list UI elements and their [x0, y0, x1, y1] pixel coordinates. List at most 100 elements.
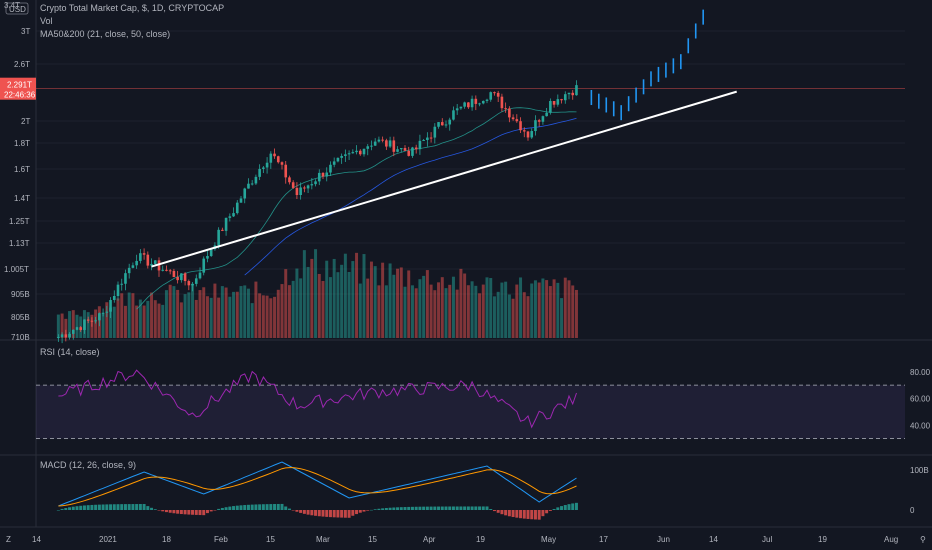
volume-bar [75, 314, 79, 338]
candle-body [545, 112, 548, 117]
macd-histogram-bar [466, 506, 470, 510]
volume-bar [239, 286, 243, 338]
volume-bar [187, 292, 191, 338]
volume-bar [123, 305, 127, 338]
macd-histogram-bar [414, 506, 418, 510]
ma-indicator-label[interactable]: MA50&200 (21, close, 50, close) [40, 29, 170, 39]
volume-bar [150, 292, 154, 338]
candle-body [470, 98, 474, 108]
candle-body [247, 183, 250, 189]
macd-histogram-bar [481, 506, 485, 510]
candle-body [191, 283, 194, 286]
volume-bar [369, 261, 373, 338]
candle-body [332, 161, 336, 165]
candle-body [265, 162, 269, 168]
candle-body [403, 148, 407, 151]
time-tick: Mar [316, 535, 330, 544]
volume-bar [142, 305, 146, 338]
candle-body [142, 253, 146, 255]
candle-body [284, 164, 288, 178]
volume-bar [310, 258, 314, 338]
volume-bar [515, 284, 519, 338]
volume-bar [548, 286, 552, 338]
macd-histogram-bar [71, 506, 75, 510]
macd-histogram-bar [86, 505, 90, 510]
volume-bar [60, 313, 64, 338]
volume-bar [418, 279, 422, 338]
macd-histogram-bar [425, 506, 429, 510]
symbol-title[interactable]: Crypto Total Market Cap, $, 1D, CRYPTOCA… [40, 3, 224, 13]
macd-histogram-bar [261, 504, 265, 510]
volume-bar [545, 280, 549, 338]
macd-histogram-bar [265, 504, 269, 510]
volume-bar [94, 309, 98, 338]
volume-bar [347, 271, 351, 338]
macd-histogram-bar [269, 504, 273, 510]
candle-body [373, 141, 377, 146]
y-tick: 1.6T [14, 165, 30, 174]
volume-bar [194, 299, 198, 338]
macd-histogram-bar [109, 504, 113, 510]
macd-indicator-label[interactable]: MACD (12, 26, close, 9) [40, 460, 136, 470]
volume-bar [463, 273, 467, 338]
volume-bar [191, 283, 195, 338]
candle-body [344, 154, 347, 156]
volume-bar [243, 285, 247, 338]
rsi-tick: 60.00 [910, 395, 931, 404]
candle-body [306, 185, 310, 189]
time-tick: 19 [818, 535, 827, 544]
macd-histogram-bar [533, 510, 537, 520]
projected-bars [590, 9, 704, 121]
macd-histogram-bar [284, 506, 288, 510]
macd-histogram-bar [217, 508, 221, 510]
candle-body [519, 121, 522, 131]
volume-bar [116, 298, 120, 338]
macd-histogram-bar [56, 510, 60, 511]
macd-histogram-bar [310, 510, 314, 516]
candle-body [552, 100, 556, 105]
volume-bar [377, 285, 381, 338]
volume-indicator-label[interactable]: Vol [40, 16, 53, 26]
rsi-indicator-label[interactable]: RSI (14, close) [40, 347, 100, 357]
volume-bar [429, 284, 433, 338]
candle-body [534, 120, 537, 132]
volume-bar [437, 282, 441, 338]
volume-bar [153, 300, 157, 338]
time-tick: 19 [476, 535, 485, 544]
trend-line[interactable] [151, 90, 738, 268]
macd-histogram-bar [384, 508, 388, 510]
macd-histogram-bar [422, 506, 426, 510]
macd-histogram-bar [246, 504, 250, 510]
candle-body [575, 85, 578, 96]
timezone-icon[interactable]: Z [6, 535, 11, 544]
macd-histogram-bar [138, 504, 142, 510]
macd-histogram-bar [403, 507, 407, 510]
candle-body [180, 273, 183, 281]
macd-histogram-bar [571, 503, 575, 510]
macd-histogram-bar [470, 506, 474, 510]
macd-histogram-bar [399, 507, 403, 510]
macd-histogram-bar [325, 510, 329, 517]
time-axis-scroll-icon[interactable]: ⚲ [920, 535, 926, 544]
candle-body [224, 217, 228, 231]
volume-bar [161, 304, 165, 338]
volume-bar [440, 277, 444, 338]
macd-histogram-bar [418, 506, 422, 510]
macd-histogram-bar [343, 510, 347, 518]
candle-body [437, 122, 440, 127]
volume-bar [489, 278, 493, 338]
candle-body [515, 119, 519, 122]
y-tick: 1.005T [4, 265, 29, 274]
macd-histogram-bar [444, 506, 448, 510]
macd-histogram-bar [362, 510, 366, 512]
volume-bar [459, 268, 463, 338]
macd-histogram-bar [142, 504, 146, 510]
candle-body [381, 139, 384, 141]
macd-histogram-bar [474, 506, 478, 510]
time-tick: Apr [423, 535, 436, 544]
volume-bar [71, 310, 75, 338]
macd-histogram-bar [90, 504, 94, 510]
macd-histogram-bar [60, 508, 64, 510]
volume-bar [325, 260, 329, 338]
currency-badge[interactable] [5, 2, 29, 15]
